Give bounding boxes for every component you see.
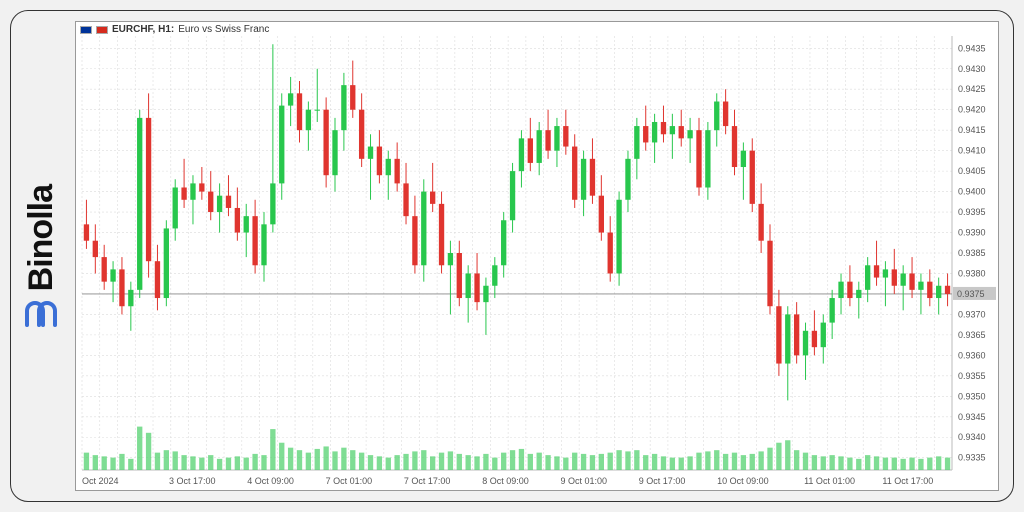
svg-text:0.9435: 0.9435 [958, 43, 986, 53]
flag-icon-ch [96, 26, 108, 34]
svg-text:9 Oct 17:00: 9 Oct 17:00 [639, 476, 686, 486]
flag-icon-eu [80, 26, 92, 34]
chart-desc: Euro vs Swiss Franc [178, 24, 269, 35]
svg-text:0.9375: 0.9375 [957, 289, 985, 299]
svg-text:7 Oct 17:00: 7 Oct 17:00 [404, 476, 451, 486]
svg-text:0.9350: 0.9350 [958, 391, 986, 401]
svg-text:0.9425: 0.9425 [958, 84, 986, 94]
candlestick-chart[interactable]: 0.9335 0.9340 0.9345 0.9350 0.9355 0.9360 0.93… [76, 22, 998, 490]
brand-column: Binolla [11, 11, 71, 501]
svg-text:0.9405: 0.9405 [958, 166, 986, 176]
svg-text:0.9385: 0.9385 [958, 248, 986, 258]
svg-text:0.9420: 0.9420 [958, 105, 986, 115]
svg-text:10 Oct 09:00: 10 Oct 09:00 [717, 476, 769, 486]
brand-logo-icon [23, 299, 59, 327]
svg-text:0.9360: 0.9360 [958, 350, 986, 360]
svg-text:0.9370: 0.9370 [958, 309, 986, 319]
svg-text:0.9335: 0.9335 [958, 453, 986, 463]
svg-text:9 Oct 01:00: 9 Oct 01:00 [561, 476, 608, 486]
svg-text:0.9390: 0.9390 [958, 228, 986, 238]
svg-text:11 Oct 17:00: 11 Oct 17:00 [882, 476, 933, 486]
chart-title-bar: EURCHF, H1: Euro vs Swiss Franc [80, 24, 269, 35]
svg-text:0.9410: 0.9410 [958, 146, 986, 156]
svg-text:4 Oct 09:00: 4 Oct 09:00 [247, 476, 294, 486]
svg-text:0.9340: 0.9340 [958, 432, 986, 442]
app-frame: Binolla EURCHF, H1: Euro vs Swiss Franc … [10, 10, 1014, 502]
svg-text:11 Oct 01:00: 11 Oct 01:00 [804, 476, 855, 486]
svg-text:0.9380: 0.9380 [958, 268, 986, 278]
brand-name: Binolla [22, 185, 61, 291]
svg-text:7 Oct 01:00: 7 Oct 01:00 [326, 476, 373, 486]
svg-text:3 Oct 17:00: 3 Oct 17:00 [169, 476, 216, 486]
svg-text:0.9400: 0.9400 [958, 187, 986, 197]
svg-text:0.9415: 0.9415 [958, 125, 986, 135]
svg-text:0.9365: 0.9365 [958, 330, 986, 340]
svg-text:0.9430: 0.9430 [958, 64, 986, 74]
svg-text:0.9395: 0.9395 [958, 207, 986, 217]
chart-symbol: EURCHF, H1: [112, 24, 174, 35]
svg-text:Oct 2024: Oct 2024 [82, 476, 119, 486]
svg-text:0.9355: 0.9355 [958, 371, 986, 381]
chart-panel[interactable]: EURCHF, H1: Euro vs Swiss Franc 0.93350.… [75, 21, 999, 491]
svg-text:8 Oct 09:00: 8 Oct 09:00 [482, 476, 529, 486]
svg-text:0.9345: 0.9345 [958, 412, 986, 422]
